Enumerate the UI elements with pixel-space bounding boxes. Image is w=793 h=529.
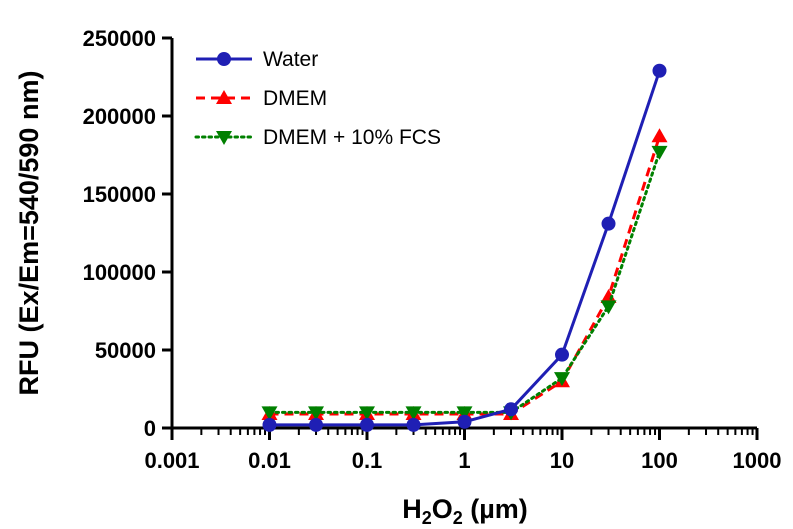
data-point	[651, 128, 668, 143]
x-axis-title-unit: (µm)	[463, 494, 528, 524]
x-tick-label: 10	[550, 448, 574, 473]
legend-item: Water	[196, 48, 318, 71]
data-point	[360, 417, 374, 432]
data-point	[406, 417, 421, 432]
data-point	[652, 63, 667, 78]
data-point	[600, 300, 617, 315]
x-tick-label: 0.01	[248, 448, 291, 473]
legend: Water DMEM DMEM + 10% FCS	[194, 48, 441, 149]
x-axis-title: H2O2 (µm)	[402, 494, 528, 528]
data-point	[600, 288, 617, 303]
data-point	[308, 406, 325, 421]
data-point	[359, 406, 375, 421]
series-line	[269, 70, 661, 427]
y-tick-label: 50000	[95, 338, 156, 363]
data-point	[504, 402, 519, 417]
y-tick-label: 150000	[83, 182, 156, 207]
legend-item: DMEM	[196, 87, 327, 110]
data-point	[457, 414, 472, 429]
data-point	[262, 417, 277, 432]
axes: 0 50000 100000 150000 200000 250000 0.001 0.01 0…	[83, 26, 782, 473]
legend-label: DMEM + 10% FCS	[263, 126, 441, 149]
legend-label: DMEM	[263, 87, 327, 110]
x-axis-title-sub2: 2	[453, 508, 463, 528]
x-axis-title-sub1: 2	[422, 508, 432, 528]
y-tick-label: 100000	[83, 260, 156, 285]
y-tick-label: 200000	[83, 104, 156, 129]
data-point	[217, 52, 231, 66]
data-point	[456, 406, 473, 421]
data-point	[309, 417, 324, 432]
legend-item: DMEM + 10% FCS	[194, 126, 441, 149]
x-tick-label: 0.1	[352, 448, 383, 473]
y-tick-label: 0	[144, 416, 156, 441]
data-point	[555, 347, 569, 362]
y-tick-label: 250000	[83, 26, 156, 51]
data-point	[261, 406, 278, 421]
series-water	[262, 63, 667, 432]
data-point	[216, 90, 232, 104]
series-dmem	[261, 128, 668, 420]
x-tick-label: 1000	[733, 448, 782, 473]
data-point	[554, 372, 570, 387]
x-axis-title-h: H	[402, 494, 422, 524]
x-axis-title-o: O	[432, 494, 453, 524]
series-line	[269, 135, 661, 416]
data-point	[601, 216, 616, 231]
x-tick-label: 0.001	[144, 448, 199, 473]
x-tick-label: 100	[641, 448, 678, 473]
data-point	[405, 406, 422, 421]
data-point	[216, 131, 232, 145]
data-point	[651, 145, 668, 160]
legend-label: Water	[263, 48, 318, 71]
series-line	[268, 150, 661, 414]
y-axis-title: RFU (Ex/Em=540/590 nm)	[14, 71, 44, 396]
series-layer	[261, 63, 668, 432]
x-tick-label: 1	[458, 448, 470, 473]
series-dmem-10-fcs	[261, 145, 668, 421]
